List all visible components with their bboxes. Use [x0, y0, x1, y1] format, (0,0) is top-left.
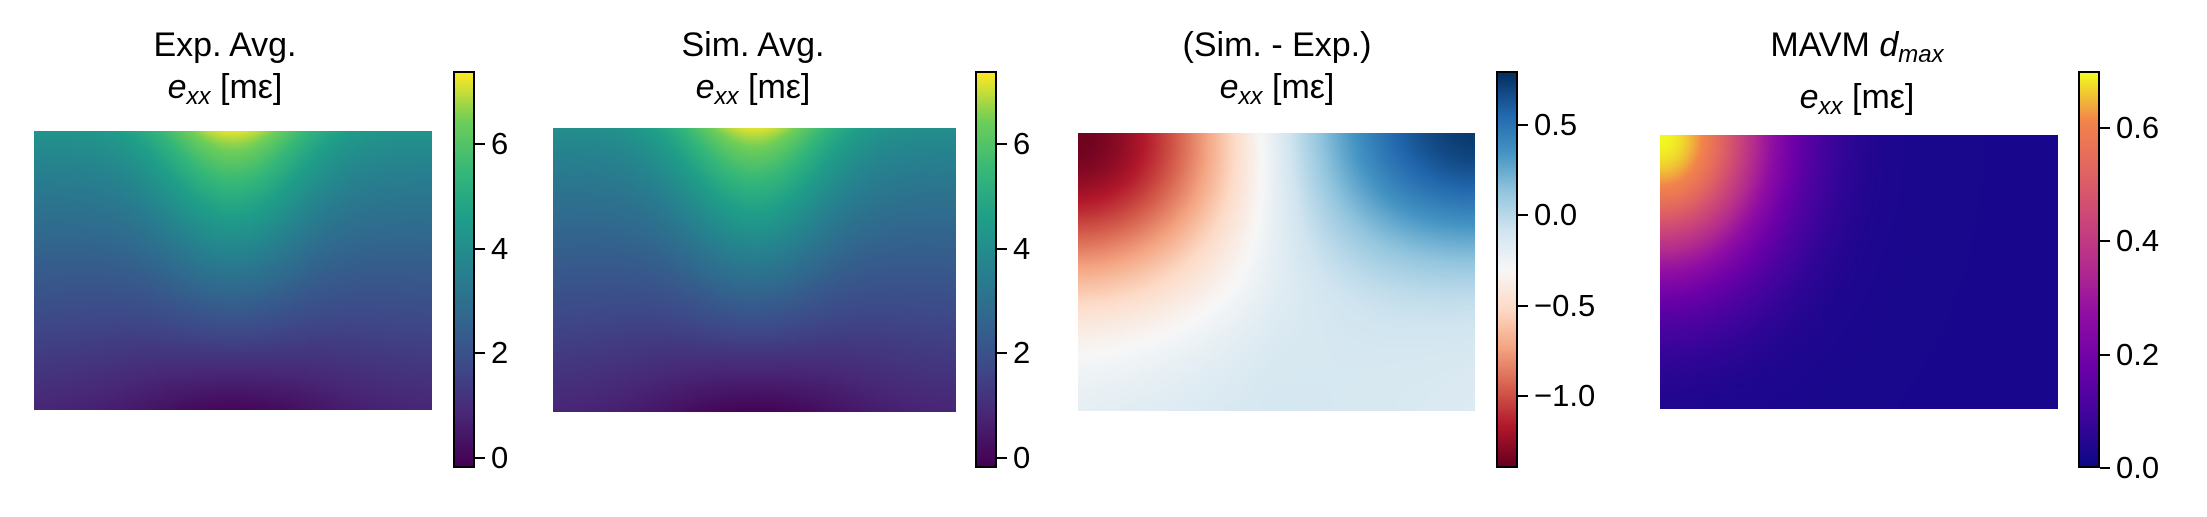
heatmap-difference	[1078, 133, 1475, 411]
title-unit: [mε]	[220, 68, 283, 106]
title-line1: (Sim. - Exp.)	[1182, 26, 1372, 64]
colorbar-tick-label: 4	[1013, 230, 1031, 266]
colorbar-tick	[475, 143, 485, 146]
colorbar-tick-label: 0.5	[1534, 107, 1578, 143]
title-unit: [mε]	[748, 68, 811, 106]
colorbar-tick	[997, 143, 1007, 146]
colorbar-tick	[2100, 126, 2110, 129]
colorbar-tick	[997, 352, 1007, 355]
colorbar-tick-label: 0.2	[2116, 336, 2160, 372]
colorbar-exp-avg	[453, 71, 475, 468]
colorbar-mavm	[2078, 71, 2100, 468]
panel-title: Exp. Avg. exx [mε]	[20, 24, 430, 118]
colorbar-sim-avg	[975, 71, 997, 468]
title-unit: [mε]	[1852, 78, 1915, 116]
colorbar-tick	[1518, 304, 1528, 307]
title-sub: xx	[714, 83, 739, 110]
colorbar-tick-label: 0	[491, 439, 509, 475]
colorbar-tick-label: 6	[491, 126, 509, 162]
colorbar-tick-label: 2	[1013, 335, 1031, 371]
title-line1: Exp. Avg.	[153, 26, 297, 64]
title-var: e	[695, 68, 715, 106]
colorbar-tick	[1518, 124, 1528, 127]
colorbar-tick-label: 2	[491, 335, 509, 371]
title-sub: xx	[1238, 83, 1263, 110]
colorbar-tick-label: 0.0	[2116, 450, 2160, 485]
title-var: d	[1879, 26, 1899, 64]
title-var: e	[1219, 68, 1239, 106]
colorbar-tick	[2100, 467, 2110, 469]
colorbar-tick	[997, 456, 1007, 459]
heatmap-exp-avg	[34, 131, 432, 410]
panel-title: MAVM dmax exx [mε]	[1770, 26, 1944, 120]
colorbar-tick-label: −0.5	[1534, 287, 1596, 323]
panel-title: (Sim. - Exp.) exx [mε]	[1072, 24, 1482, 118]
colorbar-tick-label: 0.0	[1534, 197, 1578, 233]
colorbar-tick	[997, 247, 1007, 250]
title-sub: max	[1898, 41, 1944, 68]
heatmap-sim-avg	[553, 128, 956, 412]
title-unit: [mε]	[1272, 68, 1335, 106]
heatmap-mavm	[1660, 135, 2058, 409]
colorbar-tick-label: 0.6	[2116, 109, 2160, 145]
title-var: e	[167, 68, 187, 106]
title-sub: xx	[186, 83, 211, 110]
colorbar-tick-label: −1.0	[1534, 377, 1596, 413]
colorbar-tick	[475, 352, 485, 355]
title-line1: Sim. Avg.	[681, 26, 825, 64]
colorbar-tick	[2100, 353, 2110, 356]
title-line1: MAVM	[1770, 26, 1870, 64]
colorbar-tick	[475, 456, 485, 459]
colorbar-tick	[2100, 240, 2110, 243]
colorbar-tick-label: 0	[1013, 439, 1031, 475]
colorbar-tick-label: 6	[1013, 126, 1031, 162]
colorbar-difference	[1496, 71, 1518, 468]
colorbar-tick	[1518, 394, 1528, 397]
colorbar-tick	[1518, 214, 1528, 217]
colorbar-tick-label: 4	[491, 230, 509, 266]
panel-title: Sim. Avg. exx [mε]	[548, 24, 958, 118]
colorbar-tick-label: 0.4	[2116, 223, 2160, 259]
colorbar-tick	[475, 247, 485, 250]
